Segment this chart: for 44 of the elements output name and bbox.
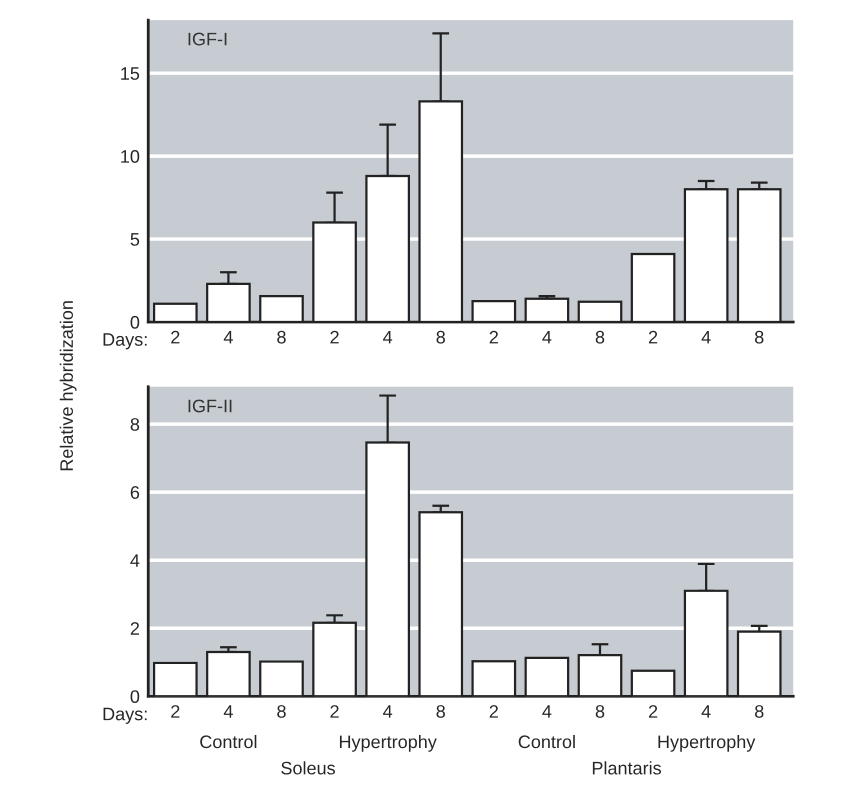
x-tick-label: 8 (755, 330, 764, 344)
text: Hypertrophy (658, 734, 756, 752)
text: Soleus (281, 761, 335, 775)
x-tick-label: 2 (648, 705, 658, 718)
y-tick-label: 15 (121, 67, 140, 80)
x-tick-label: 2 (330, 705, 339, 718)
x-tick-label: 4 (542, 331, 552, 344)
x-tick-label: 4 (383, 331, 392, 344)
x-tick-label: 8 (277, 705, 286, 718)
y-tick-label: 8 (130, 418, 140, 431)
x-tick-label: 8 (755, 705, 764, 718)
y-tick-label: 0 (130, 690, 140, 703)
x-tick-label: 2 (330, 330, 339, 344)
text: Hypertrophy (340, 734, 437, 752)
x-tick-label: 8 (596, 330, 604, 344)
x-tick-label: 2 (171, 330, 180, 344)
y-tick-label: 4 (130, 554, 140, 567)
x-tick-label: 2 (490, 330, 498, 344)
x-tick-label: 8 (277, 330, 286, 344)
x-tick-label: 2 (171, 705, 180, 718)
text: IGF-II (188, 400, 232, 412)
x-tick-label: 2 (490, 705, 498, 718)
y-tick-label: 0 (130, 316, 140, 329)
x-tick-label: 2 (648, 330, 658, 344)
y-tick-label: 6 (130, 486, 140, 499)
x-tick-label: 8 (596, 705, 604, 718)
text: Days: (104, 708, 147, 724)
x-tick-label: 8 (436, 705, 445, 718)
x-tick-label: 4 (224, 331, 233, 344)
text: Control (200, 734, 256, 748)
x-tick-label: 8 (436, 330, 445, 344)
x-tick-label: 4 (383, 705, 392, 718)
y-tick-label: 10 (121, 150, 140, 163)
x-tick-label: 4 (542, 705, 552, 718)
y-tick-label: 5 (130, 233, 140, 246)
text: Days: (104, 333, 147, 350)
y-tick-label: 2 (130, 622, 140, 635)
x-tick-label: 4 (702, 705, 711, 718)
text: Plantaris (592, 761, 662, 775)
x-tick-label: 4 (702, 331, 711, 344)
text: Control (518, 734, 575, 748)
x-tick-label: 4 (224, 705, 233, 718)
text: IGF-I (188, 32, 226, 46)
y-axis-title: Relative hybridization (60, 301, 77, 470)
